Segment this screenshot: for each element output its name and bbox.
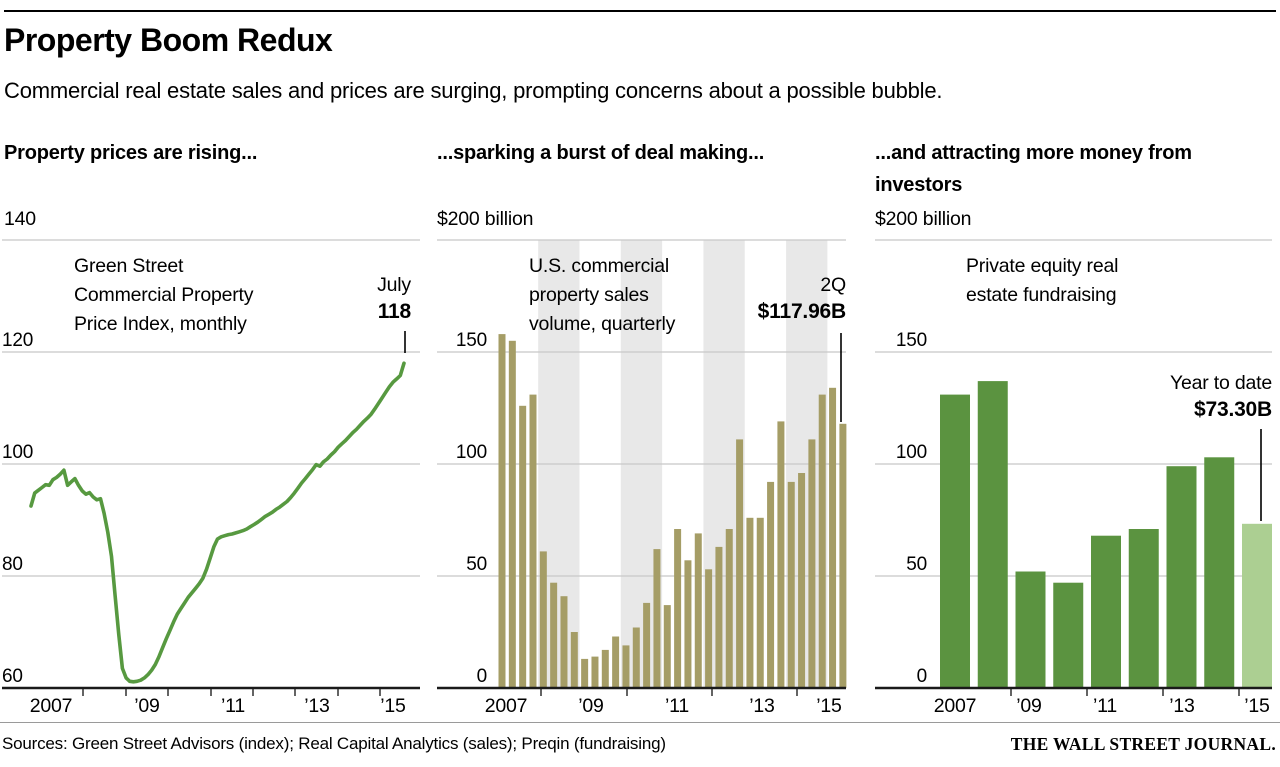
y-tick-label: 0 — [917, 666, 927, 687]
bar — [622, 645, 630, 688]
bar — [977, 381, 1008, 688]
series-label-prices: Green Street Commercial Property Price I… — [74, 255, 254, 335]
bar — [694, 533, 702, 688]
axis-top-label-fundraising: $200 billion — [875, 208, 972, 230]
annotation-fundraising: Year to date $73.30B — [1012, 372, 1272, 422]
annotation-label-sales: 2Q — [820, 274, 846, 296]
bar — [674, 529, 682, 688]
panel-header-fundraising: ...and attracting more money from invest… — [875, 142, 1192, 196]
y-tick-label: 100 — [2, 442, 33, 463]
y-tick-label: 0 — [477, 666, 487, 687]
annotation-value-fundraising: $73.30B — [1194, 398, 1272, 421]
x-tick-label: ’11 — [665, 695, 689, 717]
bar — [601, 649, 609, 688]
bar — [1204, 457, 1235, 688]
bar — [581, 658, 589, 688]
panel-header-sales: ...sparking a burst of deal making... — [437, 142, 765, 164]
annotation-label-prices: July — [377, 274, 411, 296]
bar — [1053, 582, 1084, 688]
axis-top-label-sales: $200 billion — [437, 208, 534, 230]
x-tick-label: 2007 — [485, 695, 528, 717]
x-tick-label: ’09 — [1016, 695, 1041, 717]
y-tick-label: 80 — [2, 554, 23, 575]
bar — [777, 421, 785, 688]
bar — [940, 394, 970, 688]
x-tick-label: 2007 — [30, 695, 73, 717]
x-tick-label: ’13 — [304, 695, 329, 717]
bar — [508, 340, 516, 688]
y-tick-label: 60 — [2, 666, 23, 687]
x-tick-label: ’11 — [1093, 695, 1117, 717]
y-tick-label: 50 — [906, 554, 927, 575]
annotation-prices: July 118 — [211, 274, 411, 324]
panel-header-prices: Property prices are rising... — [4, 142, 258, 164]
x-tick-label: 2007 — [934, 695, 977, 717]
bar — [746, 517, 754, 688]
bar — [808, 439, 816, 688]
bar — [839, 423, 847, 688]
y-tick-label: 100 — [456, 442, 487, 463]
bar — [715, 546, 723, 688]
bar — [519, 405, 527, 688]
bar — [787, 481, 795, 688]
bar — [591, 656, 599, 688]
bar — [1242, 523, 1272, 688]
bar — [498, 334, 506, 688]
y-tick-label: 120 — [2, 330, 33, 351]
bar — [798, 473, 806, 688]
y-tick-label: 50 — [466, 554, 487, 575]
bar — [560, 596, 568, 688]
bar — [529, 394, 537, 688]
series-label-fundraising: Private equity real estate fundraising — [966, 255, 1119, 306]
annotation-value-prices: 118 — [377, 300, 411, 323]
bar — [829, 387, 837, 688]
footer-rule — [0, 722, 1280, 723]
top-rule — [4, 10, 1276, 12]
x-tick-label: ’09 — [134, 695, 159, 717]
bar — [550, 582, 558, 688]
price-index-line — [29, 361, 406, 684]
bar — [725, 529, 733, 688]
bar — [818, 394, 826, 688]
annotation-label-fundraising: Year to date — [1169, 372, 1272, 394]
bar — [612, 636, 620, 688]
bar — [1166, 466, 1197, 688]
x-tick-label: ’11 — [221, 695, 245, 717]
bar — [1091, 535, 1121, 688]
y-tick-label: 150 — [896, 330, 927, 351]
bar — [736, 439, 744, 688]
bar — [539, 551, 547, 688]
x-tick-label: ’15 — [1244, 695, 1270, 717]
bar — [1128, 529, 1159, 688]
bar — [705, 569, 713, 688]
y-tick-label: 150 — [456, 330, 487, 351]
annotation-value-sales: $117.96B — [757, 300, 847, 323]
bar — [653, 549, 661, 688]
y-tick-label: 100 — [896, 442, 927, 463]
axis-top-label-prices: 140 — [4, 208, 36, 230]
bar — [632, 627, 640, 688]
series-label-sales: U.S. commercial property sales volume, q… — [529, 255, 676, 335]
bar — [1015, 571, 1046, 688]
bar — [756, 517, 764, 688]
wsj-brand: THE WALL STREET JOURNAL. — [1010, 734, 1276, 754]
page-title: Property Boom Redux — [4, 22, 333, 58]
page-subtitle: Commercial real estate sales and prices … — [4, 78, 943, 103]
sources-text: Sources: Green Street Advisors (index); … — [2, 734, 666, 753]
bar — [767, 481, 775, 688]
bar — [684, 560, 692, 688]
x-tick-label: ’13 — [1169, 695, 1194, 717]
x-tick-label: ’15 — [816, 695, 842, 717]
bar — [663, 605, 671, 688]
bar — [570, 632, 578, 688]
annotation-sales: 2Q $117.96B — [586, 274, 847, 324]
bar — [643, 602, 651, 688]
x-tick-label: ’09 — [578, 695, 603, 717]
x-tick-label: ’13 — [749, 695, 774, 717]
x-tick-label: ’15 — [380, 695, 406, 717]
